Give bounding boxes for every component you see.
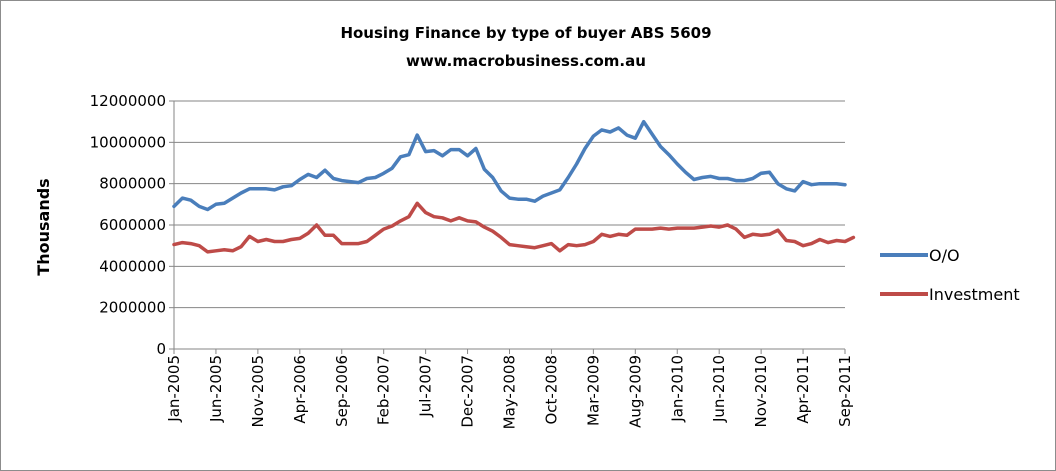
series-line-investment [172, 201, 856, 254]
x-tick-label: Feb-2007 [375, 355, 393, 425]
x-tick-label: Aug-2009 [626, 355, 644, 428]
x-tick-label: Jun-2005 [207, 355, 225, 423]
chart-title: Housing Finance by type of buyer ABS 560… [340, 24, 711, 42]
y-axis-ticks: 0 2000000 4000000 6000000 8000000 10000000 120… [90, 92, 166, 358]
legend-label: O/O [929, 246, 960, 265]
x-tick-label: Jun-2010 [710, 355, 728, 423]
y-tick-label: 0 [156, 340, 166, 358]
y-tick-label: 12000000 [90, 92, 166, 110]
legend-label: Investment [929, 285, 1020, 304]
x-tick-label: Sep-2006 [333, 355, 351, 427]
x-tick-label: Jan-2010 [668, 355, 686, 423]
y-axis-label: Thousands [34, 178, 53, 275]
x-tick-label: Mar-2009 [584, 355, 602, 426]
x-tick-label: May-2008 [501, 355, 519, 429]
x-tick-label: Sep-2011 [836, 355, 854, 427]
y-tick-label: 2000000 [99, 299, 166, 317]
x-tick-label: Apr-2011 [794, 355, 812, 424]
x-tick-label: Nov-2010 [752, 355, 770, 427]
x-tick-label: Apr-2006 [291, 355, 309, 424]
x-tick-label: Nov-2005 [249, 355, 267, 427]
series-lines [172, 119, 856, 254]
x-tick-label: Jul-2007 [417, 355, 435, 418]
x-tick-label: Oct-2008 [542, 355, 560, 425]
y-tick-label: 4000000 [99, 257, 166, 275]
gridlines [169, 100, 846, 354]
series-line-oo [172, 119, 847, 212]
x-tick-label: Dec-2007 [459, 355, 477, 428]
x-tick-label: Jan-2005 [165, 355, 183, 423]
legend: O/O Investment [880, 246, 1020, 304]
x-axis-ticks: Jan-2005 Jun-2005 Nov-2005 Apr-2006 Sep-2006… [165, 355, 854, 429]
y-tick-label: 10000000 [90, 133, 166, 151]
chart-subtitle: www.macrobusiness.com.au [406, 52, 646, 70]
y-tick-label: 6000000 [99, 216, 166, 234]
y-tick-label: 8000000 [99, 175, 166, 193]
